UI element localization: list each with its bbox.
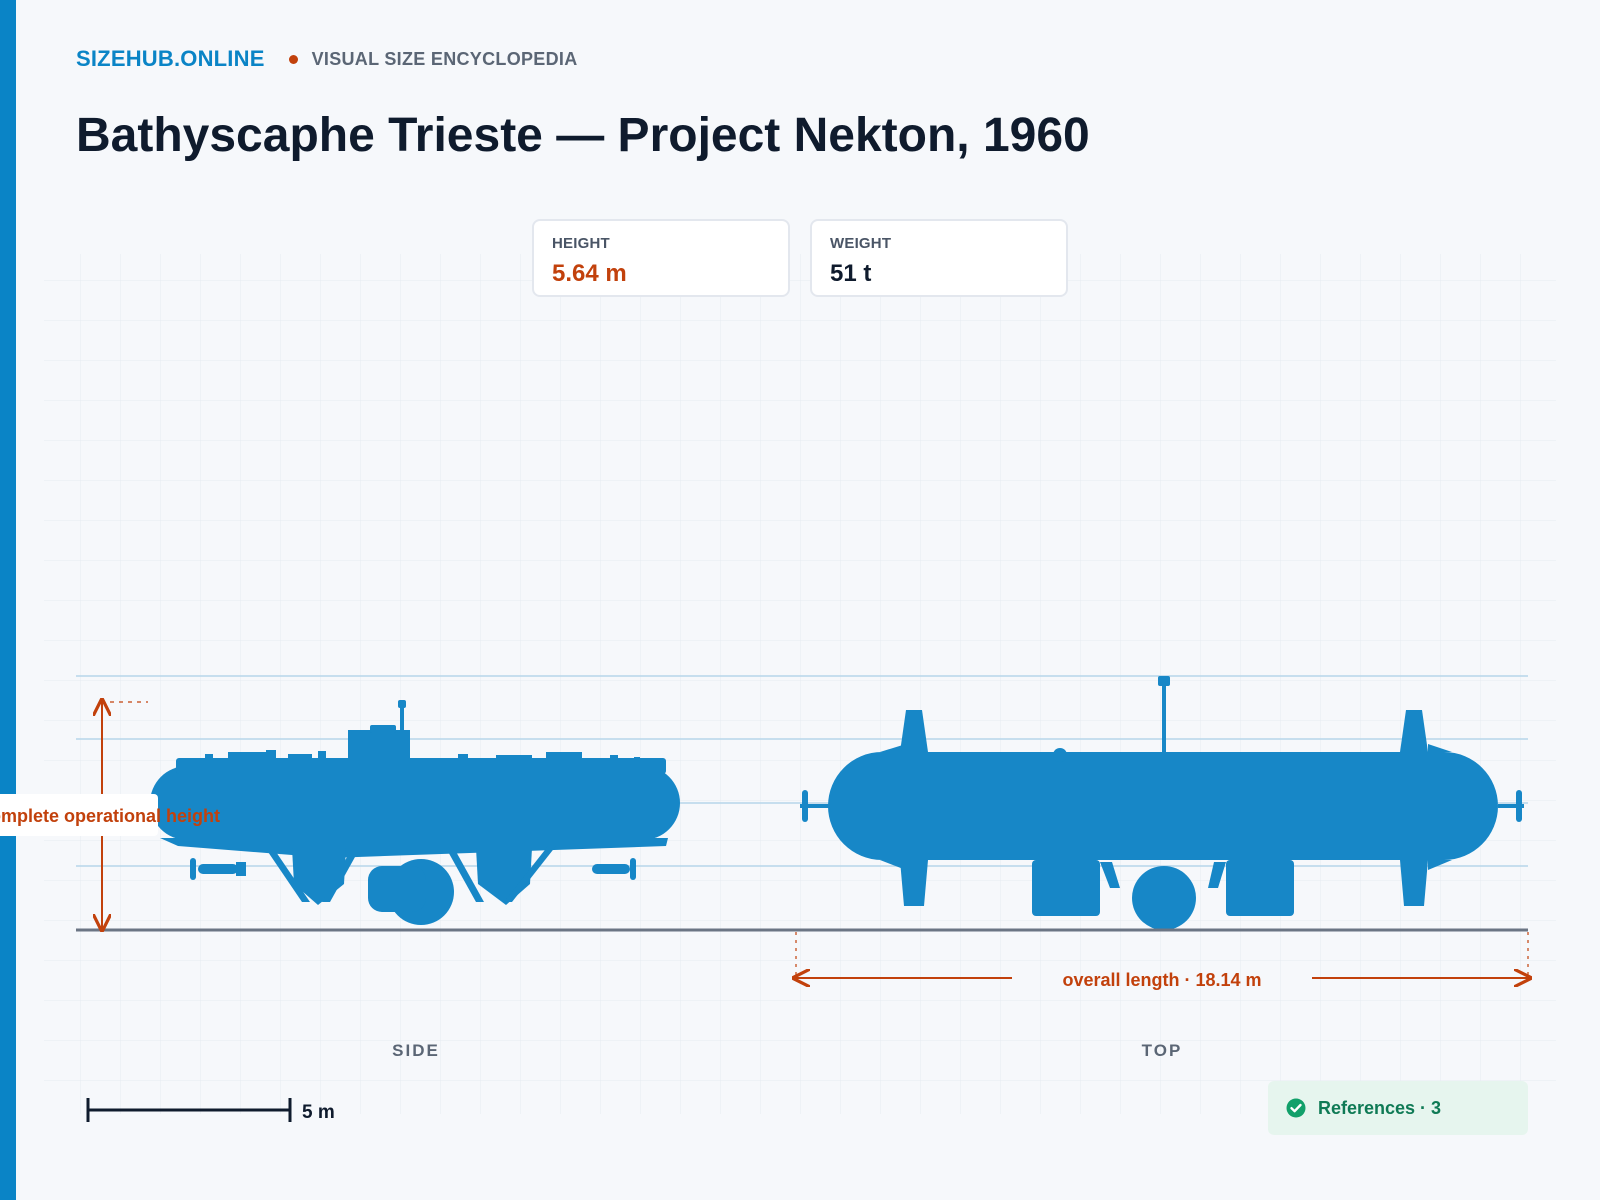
height-stat-label: HEIGHT: [552, 235, 610, 252]
accent-bar: [0, 0, 16, 1200]
brand-name[interactable]: SIZEHUB.ONLINE: [76, 46, 265, 71]
page-title: Bathyscaphe Trieste — Project Nekton, 19…: [76, 109, 1090, 162]
side-view-label: SIDE: [392, 1041, 440, 1060]
height-stat-card: HEIGHT 5.64 m: [532, 219, 790, 297]
weight-stat-value: 51 t: [830, 260, 872, 287]
grid-background: [44, 254, 1556, 1114]
check-circle-icon: [1286, 1098, 1306, 1118]
references-badge[interactable]: References · 3: [1268, 1081, 1528, 1135]
height-callout-label: complete operational height: [0, 806, 220, 826]
weight-stat-card: WEIGHT 51 t: [810, 219, 1068, 297]
side-view-silhouette: [150, 700, 680, 925]
height-stat-value: 5.64 m: [552, 260, 627, 287]
brand-header: SIZEHUB.ONLINE VISUAL SIZE ENCYCLOPEDIA: [76, 46, 578, 72]
top-view-label: TOP: [1142, 1041, 1183, 1060]
length-callout-label: overall length · 18.14 m: [1062, 970, 1261, 990]
brand-separator-dot: [288, 54, 298, 64]
scale-bar: 5 m: [86, 1098, 335, 1123]
brand-tagline: VISUAL SIZE ENCYCLOPEDIA: [311, 48, 578, 69]
references-label: References · 3: [1318, 1097, 1442, 1118]
weight-stat-label: WEIGHT: [830, 235, 892, 252]
height-callout-box: [0, 794, 158, 836]
scale-bar-label: 5 m: [302, 1102, 335, 1123]
top-view-silhouette: [800, 676, 1524, 930]
